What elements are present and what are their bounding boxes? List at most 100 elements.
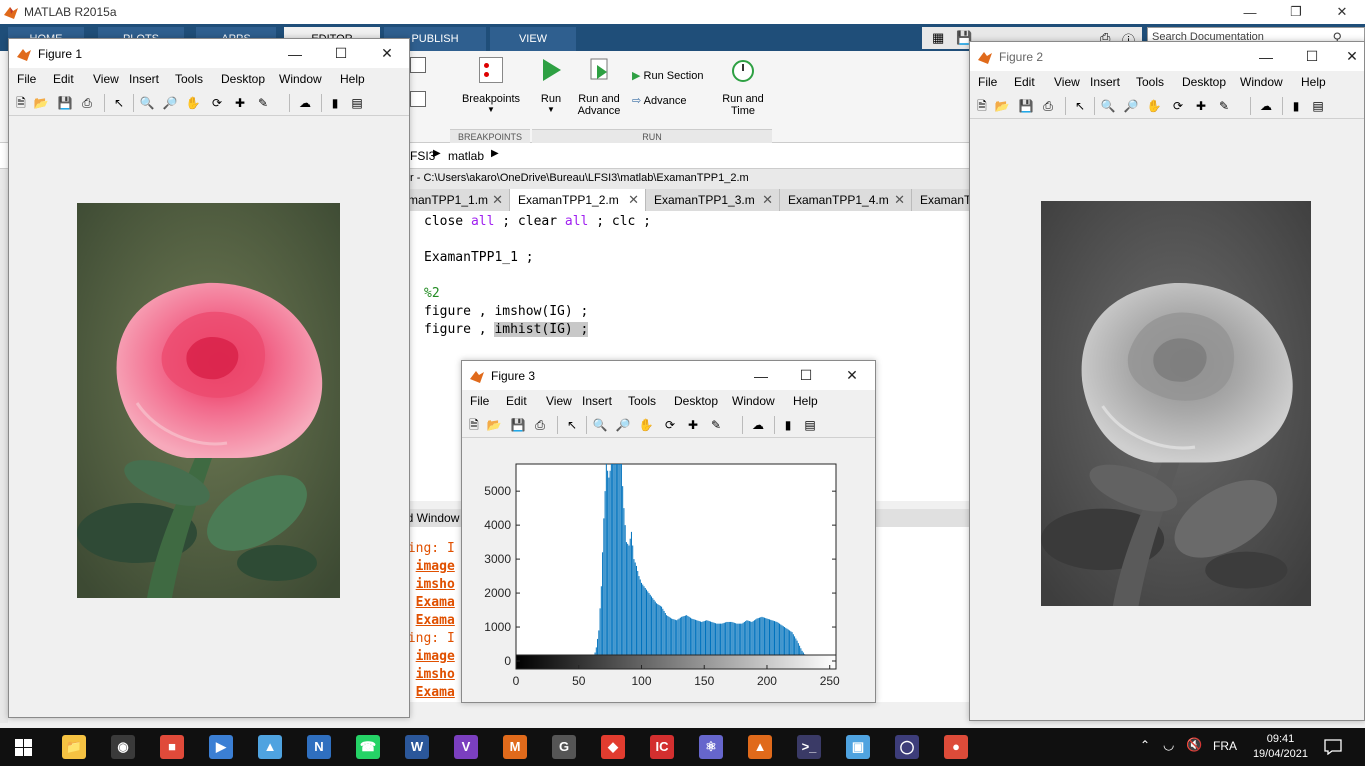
open-file-icon[interactable]: 📂: [994, 99, 1010, 113]
command-output-link[interactable]: Exama: [415, 613, 455, 628]
visual-studio-icon[interactable]: V: [454, 735, 478, 759]
legend-icon[interactable]: ▤: [1312, 99, 1324, 113]
atom-icon[interactable]: ⚛: [699, 735, 723, 759]
menu-window[interactable]: Window: [1240, 75, 1283, 89]
file-tools-icons[interactable]: [410, 57, 428, 117]
figure-3-window[interactable]: Figure 3 — ☐ ✕ File Edit View Insert Tools De…: [461, 360, 876, 703]
editor-tab-5[interactable]: ExamanT: [912, 189, 970, 211]
command-output-link[interactable]: Exama: [415, 685, 455, 700]
minimize-icon[interactable]: —: [754, 367, 768, 384]
menu-edit[interactable]: Edit: [53, 72, 74, 86]
menu-desktop[interactable]: Desktop: [1182, 75, 1227, 89]
tab-view[interactable]: VIEW: [490, 27, 576, 51]
close-icon[interactable]: ✕: [846, 367, 858, 383]
pan-icon[interactable]: ✋: [185, 96, 201, 110]
language-indicator[interactable]: FRA: [1213, 739, 1237, 753]
open-file-icon[interactable]: 📂: [486, 418, 502, 432]
close-icon[interactable]: ✕: [628, 192, 639, 207]
brush-icon[interactable]: ✎: [257, 96, 269, 110]
menu-help[interactable]: Help: [1301, 75, 1326, 89]
brush-icon[interactable]: ✎: [710, 418, 722, 432]
maximize-icon[interactable]: ☐: [1305, 48, 1319, 64]
save-icon[interactable]: 💾: [1018, 99, 1034, 113]
command-output-link[interactable]: imsho: [415, 577, 455, 592]
rotate-icon[interactable]: ⟳: [211, 96, 223, 110]
chrome-icon[interactable]: ●: [944, 735, 968, 759]
colorbar-icon[interactable]: ▮: [784, 418, 792, 432]
print-icon[interactable]: ⎙: [1100, 30, 1111, 45]
menu-file[interactable]: File: [978, 75, 998, 89]
close-icon[interactable]: ✕: [381, 45, 393, 61]
onenote-icon[interactable]: N: [307, 735, 331, 759]
legend-icon[interactable]: ▤: [351, 96, 363, 110]
wifi-icon[interactable]: ◡: [1163, 737, 1175, 752]
run-and-time-button[interactable]: Run and Time: [720, 57, 766, 117]
brush-icon[interactable]: ✎: [1218, 99, 1230, 113]
menu-view[interactable]: View: [1054, 75, 1080, 89]
volume-muted-icon[interactable]: 🔇: [1186, 737, 1203, 752]
3d-icon[interactable]: ▲: [258, 735, 282, 759]
run-button[interactable]: Run ▼: [535, 57, 567, 114]
whatsapp-icon[interactable]: ☎: [356, 735, 380, 759]
command-output-link[interactable]: image: [415, 559, 455, 574]
menu-insert[interactable]: Insert: [129, 72, 160, 86]
matlab-online-icon[interactable]: M: [503, 735, 527, 759]
breakpoints-button[interactable]: Breakpoints ▼: [458, 57, 524, 114]
print-icon[interactable]: ⎙: [82, 96, 92, 110]
command-output-link[interactable]: image: [415, 649, 455, 664]
zoom-out-icon[interactable]: 🔎: [615, 418, 631, 432]
save-icon[interactable]: 💾: [510, 418, 526, 432]
data-cursor-icon[interactable]: ✚: [1195, 99, 1207, 113]
new-figure-icon[interactable]: 🗎: [469, 418, 479, 432]
cmd-icon[interactable]: >_: [797, 735, 821, 759]
save-icon[interactable]: 💾: [57, 96, 73, 110]
menu-help[interactable]: Help: [340, 72, 365, 86]
print-icon[interactable]: ⎙: [1043, 99, 1053, 113]
notifications-icon[interactable]: [1324, 739, 1342, 755]
breadcrumb-folder-2[interactable]: matlab: [448, 149, 485, 163]
minimize-icon[interactable]: —: [1243, 4, 1257, 20]
paint-icon[interactable]: ■: [160, 735, 184, 759]
zoom-out-icon[interactable]: 🔎: [162, 96, 178, 110]
colorbar-icon[interactable]: ▮: [1292, 99, 1300, 113]
breadcrumb-folder-1[interactable]: FSI3: [410, 149, 436, 163]
save-icon[interactable]: 💾: [956, 30, 973, 45]
advance-button[interactable]: ⇨ Advance: [632, 94, 702, 107]
word-icon[interactable]: W: [405, 735, 429, 759]
close-icon[interactable]: ✕: [492, 192, 503, 207]
layout-icon[interactable]: ▦: [932, 30, 945, 45]
new-figure-icon[interactable]: 🗎: [977, 99, 987, 113]
link-icon[interactable]: ☁: [299, 96, 311, 110]
maximize-icon[interactable]: ☐: [799, 367, 813, 383]
menu-tools[interactable]: Tools: [175, 72, 204, 86]
pointer-icon[interactable]: ↖: [113, 96, 125, 110]
figure-2-window[interactable]: Figure 2 — ☐ ✕ File Edit View Insert Tools De…: [969, 41, 1365, 721]
zoom-in-icon[interactable]: 🔍: [1100, 99, 1116, 113]
command-output-link[interactable]: imsho: [415, 667, 455, 682]
colorbar-icon[interactable]: ▮: [331, 96, 339, 110]
git-icon[interactable]: ◆: [601, 735, 625, 759]
ic-icon[interactable]: IC: [650, 735, 674, 759]
obs-icon[interactable]: ◉: [111, 735, 135, 759]
menu-view[interactable]: View: [93, 72, 119, 86]
menu-desktop[interactable]: Desktop: [221, 72, 266, 86]
menu-edit[interactable]: Edit: [1014, 75, 1035, 89]
new-figure-icon[interactable]: 🗎: [16, 96, 26, 110]
pan-icon[interactable]: ✋: [1146, 99, 1162, 113]
data-cursor-icon[interactable]: ✚: [687, 418, 699, 432]
editor-tab-1[interactable]: manTPP1_1.m ✕: [400, 189, 510, 211]
close-icon[interactable]: ✕: [1336, 4, 1348, 19]
rotate-icon[interactable]: ⟳: [1172, 99, 1184, 113]
rotate-icon[interactable]: ⟳: [664, 418, 676, 432]
clock[interactable]: 09:41 19/04/2021: [1253, 732, 1308, 762]
close-icon[interactable]: ✕: [894, 192, 905, 207]
zoom-out-icon[interactable]: 🔎: [1123, 99, 1139, 113]
cube-icon[interactable]: ▣: [846, 735, 870, 759]
maximize-icon[interactable]: ☐: [334, 45, 348, 61]
menu-insert[interactable]: Insert: [582, 394, 613, 408]
pan-icon[interactable]: ✋: [638, 418, 654, 432]
link-icon[interactable]: ☁: [752, 418, 764, 432]
search-icon[interactable]: ⚲: [1332, 30, 1342, 45]
run-and-advance-button[interactable]: Run and Advance: [574, 57, 624, 117]
menu-view[interactable]: View: [546, 394, 572, 408]
